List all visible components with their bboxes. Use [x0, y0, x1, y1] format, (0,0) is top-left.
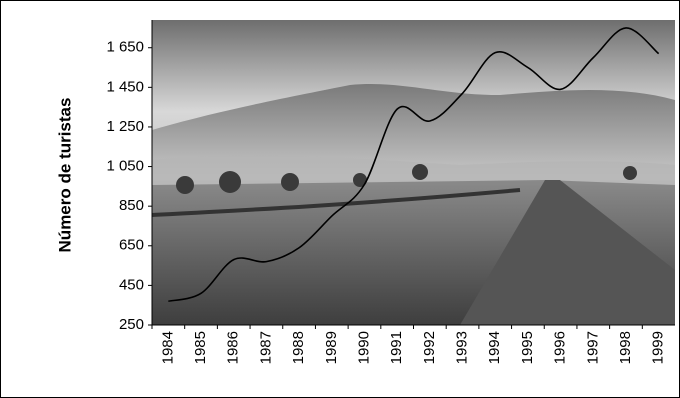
y-tick-label: 1 050	[106, 158, 144, 175]
x-tick-label: 1989	[323, 331, 340, 364]
data-line	[168, 27, 660, 303]
x-tick-label: 1999	[650, 331, 667, 364]
x-tick-label: 1998	[617, 331, 634, 364]
y-axis-title: Número de turistas	[55, 98, 74, 253]
y-tick-label: 1 450	[106, 78, 144, 95]
y-tick-label: 250	[119, 316, 144, 333]
y-tick-label: 450	[119, 276, 144, 293]
x-tick-label: 1984	[159, 331, 176, 364]
x-tick-label: 1992	[421, 331, 438, 364]
x-tick-label: 1995	[519, 331, 536, 364]
y-tick-label: 650	[119, 237, 144, 254]
x-tick-label: 1990	[355, 331, 372, 364]
x-tick-label: 1987	[257, 331, 274, 364]
y-tick-label: 1 250	[106, 118, 144, 135]
x-tick-label: 1986	[225, 331, 242, 364]
x-tick-label: 1994	[486, 331, 503, 364]
x-tick-label: 1993	[454, 331, 471, 364]
x-tick-label: 1996	[552, 331, 569, 364]
x-tick-label: 1988	[290, 331, 307, 364]
y-tick-label: 850	[119, 197, 144, 214]
x-tick-label: 1991	[388, 331, 405, 364]
y-tick-label: 1 650	[106, 39, 144, 56]
x-tick-label: 1985	[192, 331, 209, 364]
x-tick-label: 1997	[584, 331, 601, 364]
background-photo	[151, 20, 675, 325]
